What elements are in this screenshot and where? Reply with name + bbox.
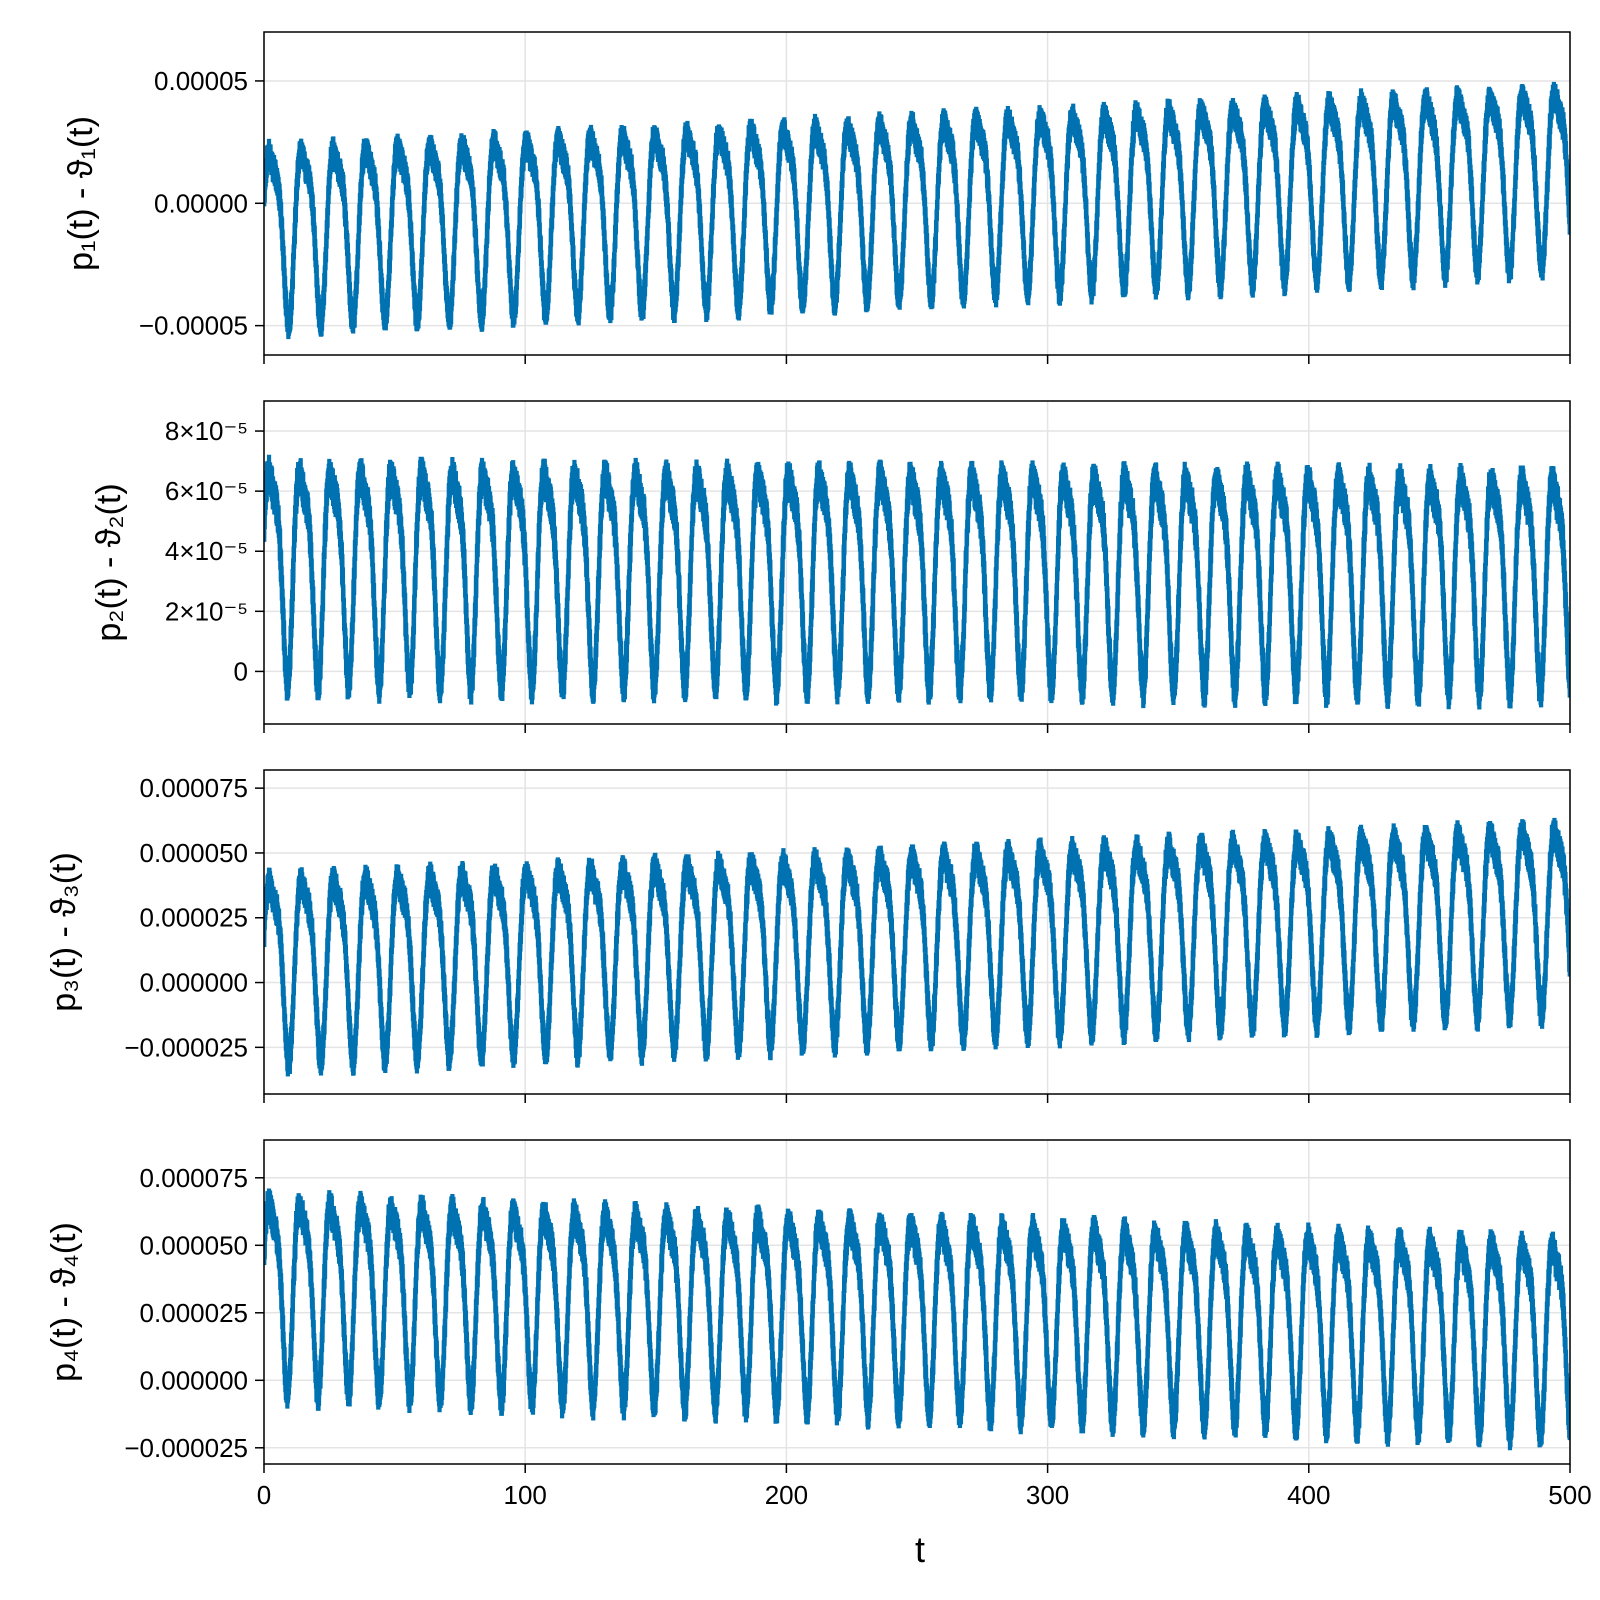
y-tick-label: 2×10⁻⁵ [165,596,248,626]
series-line-4 [264,1188,1570,1451]
y-tick-label: 0.000025 [140,903,248,933]
chart-panel-1: −0.00005 0.00000 0.00005 p₁(t) - ϑ₁(t) [62,31,1571,364]
y-tick-label: 0.000050 [140,838,248,868]
y-tick-label: −0.000025 [124,1433,248,1463]
series-line-1 [264,81,1570,340]
y-tick-label: 0.000000 [140,1365,248,1395]
x-tick-label: 200 [765,1480,808,1510]
y-tick-label: 0.000025 [140,1298,248,1328]
y-tick-label: 0.00005 [154,66,248,96]
plot-frame [263,400,1571,725]
y-tick-label: 0 [234,656,248,686]
y-tick-label: 8×10⁻⁵ [165,416,248,446]
x-tick-label: 300 [1026,1480,1069,1510]
plot-frame [263,1139,1571,1465]
y-axis-label: p₂(t) - ϑ₂(t) [90,483,128,641]
x-axis-label: t [915,1529,925,1570]
x-tick-label: 500 [1548,1480,1591,1510]
y-tick-label: −0.00005 [139,311,248,341]
series-line-3 [264,817,1570,1077]
series-line-2 [264,454,1570,710]
y-tick-label: 4×10⁻⁵ [165,536,248,566]
panels: −0.00005 0.00000 0.00005 p₁(t) - ϑ₁(t) 0 2×10… [45,31,1592,1510]
y-tick-label: 0.000000 [140,968,248,998]
chart-panel-2: 0 2×10⁻⁵ 4×10⁻⁵ 6×10⁻⁵ 8×10⁻⁵ p₂(t) - ϑ₂(t) [90,400,1571,733]
plot-frame [263,31,1571,356]
y-tick-label: −0.000025 [124,1032,248,1062]
x-tick-label: 400 [1287,1480,1330,1510]
y-tick-label: 0.000075 [140,1163,248,1193]
x-tick-label: 100 [504,1480,547,1510]
y-axis-label: p₁(t) - ϑ₁(t) [62,116,100,271]
chart-panel-4: 0 100 200 300 400 500 −0.000025 0.000000 0.00002… [45,1139,1592,1510]
y-tick-label: 0.000050 [140,1230,248,1260]
y-tick-label: 6×10⁻⁵ [165,476,248,506]
x-tick-label: 0 [257,1480,271,1510]
y-tick-label: 0.000075 [140,773,248,803]
plot-frame [263,769,1571,1095]
y-tick-label: 0.00000 [154,188,248,218]
chart-panel-3: −0.000025 0.000000 0.000025 0.000050 0.00007… [45,769,1571,1103]
y-axis-label: p₄(t) - ϑ₄(t) [45,1222,83,1382]
y-axis-label: p₃(t) - ϑ₃(t) [45,852,83,1012]
